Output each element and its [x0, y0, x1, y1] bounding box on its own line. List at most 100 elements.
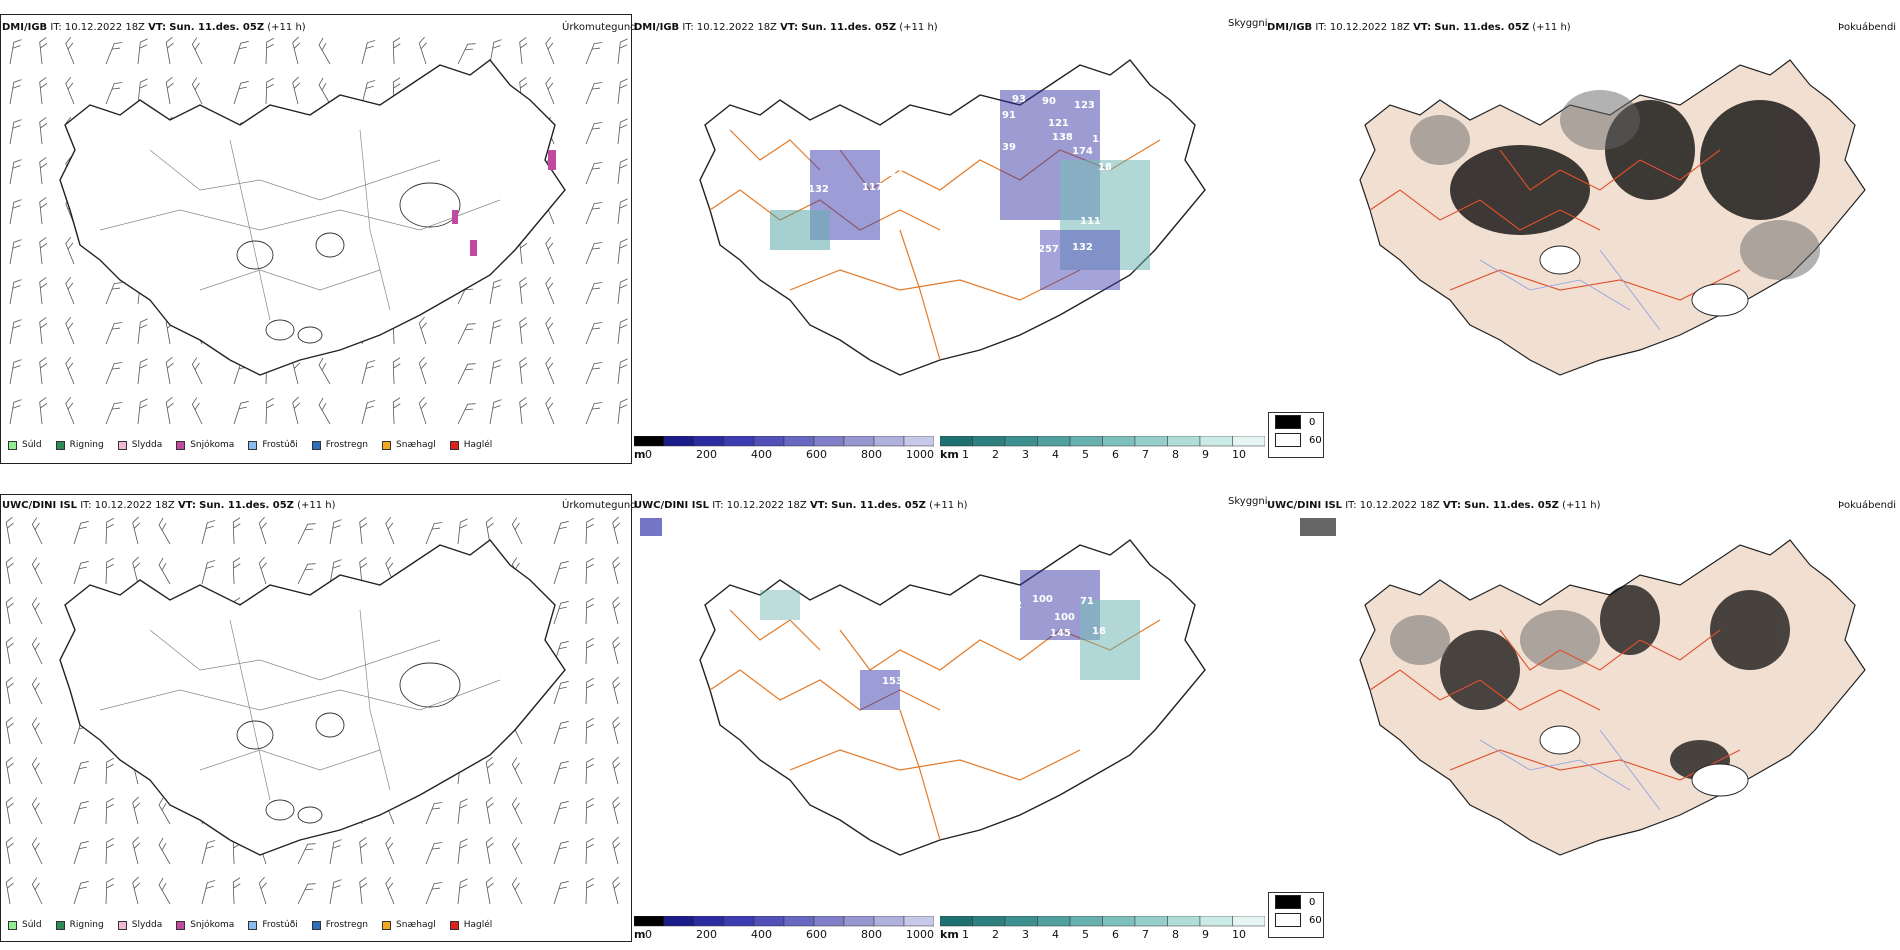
- wind-barb: [617, 158, 628, 185]
- wind-barb: [485, 756, 494, 785]
- wind-barb: [329, 519, 342, 545]
- colorbar-tick: 3: [1022, 448, 1029, 461]
- colorbar-segment: [873, 916, 905, 927]
- colorbar-segment: [903, 916, 934, 927]
- wind-barb: [318, 37, 331, 65]
- wind-barb: [105, 362, 123, 385]
- wind-barb: [418, 36, 427, 65]
- wind-barb: [361, 80, 376, 105]
- colorbar-segment: [813, 916, 845, 927]
- colorbar-tick: 5: [1082, 448, 1089, 461]
- legend-swatch: [55, 440, 65, 450]
- wind-barb: [361, 360, 376, 385]
- wind-barb: [425, 882, 443, 905]
- wind-barb: [457, 838, 468, 865]
- colorbar-unit: m: [634, 928, 646, 941]
- legend-item: Frostúði: [248, 440, 298, 450]
- wind-barb: [233, 41, 249, 65]
- wind-barb: [457, 878, 468, 905]
- wind-barb: [39, 317, 48, 345]
- colorbar-tick: 800: [861, 928, 882, 941]
- wind-barb: [585, 362, 603, 385]
- legend-item: Rigning: [55, 920, 104, 930]
- wind-barb: [392, 357, 401, 385]
- wind-barb: [132, 796, 141, 825]
- wind-barb: [329, 839, 342, 865]
- wind-barb: [457, 43, 476, 65]
- colorbar-tick: 1: [962, 448, 969, 461]
- wind-barb: [165, 356, 174, 385]
- wind-barb: [232, 557, 241, 585]
- wind-barb: [585, 82, 603, 105]
- wind-barb: [158, 517, 171, 545]
- wind-barb: [457, 518, 468, 545]
- wind-barb: [585, 242, 603, 265]
- legend-swatch: [117, 440, 127, 450]
- wind-barb: [585, 162, 603, 185]
- fog-swatch-white: [1275, 913, 1301, 927]
- wind-barb: [553, 681, 569, 705]
- wind-barb: [73, 841, 89, 865]
- visibility-label: 123: [1074, 100, 1095, 111]
- wind-barb: [165, 36, 174, 65]
- colorbar-segment: [813, 436, 845, 447]
- colorbar-segment: [783, 916, 815, 927]
- wind-barb: [31, 877, 43, 905]
- wind-barb: [545, 397, 555, 425]
- fog-legend-row2: 0 60: [1268, 892, 1324, 938]
- wind-barb: [265, 37, 275, 65]
- precip-legend-row1: Súld Rigning Slydda Snjókoma Frostúði Fr…: [8, 440, 492, 450]
- wind-barb: [585, 757, 595, 785]
- wind-barb: [485, 516, 494, 545]
- visibility-label: 257: [1038, 244, 1059, 255]
- fog-swatch-white: [1275, 433, 1301, 447]
- visibility-label: 111: [1080, 216, 1101, 227]
- wind-barb: [617, 198, 628, 225]
- panel-title-precip-row2: Úrkomutegund: [562, 500, 637, 511]
- colorbar-segment: [1037, 916, 1071, 927]
- wind-barb: [31, 517, 43, 545]
- wind-barb: [385, 517, 395, 545]
- colorbar-segment: [1167, 436, 1201, 447]
- colorbar-segment: [940, 436, 973, 447]
- wind-barb: [105, 837, 115, 865]
- fog-legend-item: 60: [1269, 911, 1323, 929]
- legend-swatch: [8, 920, 17, 930]
- wind-barb: [65, 237, 75, 265]
- precip-type-panel-row2: [0, 494, 632, 942]
- wind-barb: [511, 877, 523, 905]
- wind-barb: [9, 359, 22, 385]
- wind-barb: [489, 359, 502, 385]
- wind-barb: [5, 716, 14, 745]
- wind-barb: [617, 398, 628, 425]
- wind-barb: [31, 557, 43, 585]
- colorbar-tick: 0: [645, 448, 652, 461]
- legend-swatch: [55, 920, 65, 930]
- wind-barb: [9, 159, 22, 185]
- colorbar-tick: 600: [806, 928, 827, 941]
- colorbar-tick: 800: [861, 448, 882, 461]
- wind-barb: [39, 277, 48, 305]
- wind-barb: [553, 801, 569, 825]
- wind-barb: [137, 78, 148, 105]
- visibility-label: 153: [882, 676, 903, 687]
- legend-swatch: [176, 920, 186, 930]
- legend-item: Slydda: [117, 920, 162, 930]
- colorbar-segment: [723, 916, 755, 927]
- wind-barb: [265, 77, 275, 105]
- visibility-label: 132: [808, 184, 829, 195]
- wind-barb: [191, 397, 203, 425]
- colorbar-segment: [1069, 916, 1103, 927]
- wind-barb: [519, 37, 528, 65]
- wind-barb: [585, 42, 603, 65]
- wind-barb: [31, 757, 43, 785]
- wind-barb: [165, 76, 174, 105]
- wind-barb: [31, 717, 43, 745]
- wind-barb: [612, 556, 621, 585]
- colorbar-segment: [663, 916, 695, 927]
- colorbar-segment: [1004, 916, 1038, 927]
- colorbar-unit: m: [634, 448, 646, 461]
- vis-colorbar-m-row1: m 0 200 400 600 800 1000: [634, 436, 934, 466]
- colorbar-tick: 5: [1082, 928, 1089, 941]
- wind-barb: [9, 199, 22, 225]
